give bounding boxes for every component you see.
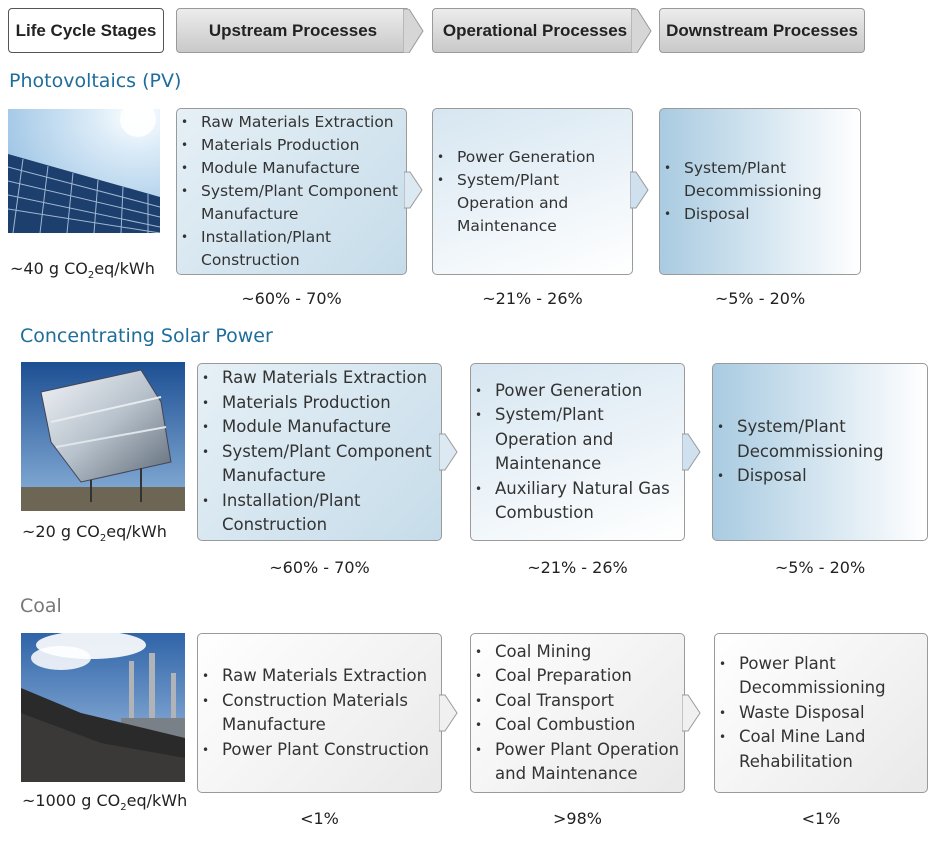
list-item: Module Manufacture: [181, 157, 406, 180]
list-item: Installation/Plant Construction: [181, 226, 406, 272]
csp-emissions: ~20 g CO2eq/kWh: [22, 522, 167, 545]
list-item: Power Plant Decommissioning: [719, 652, 927, 701]
list-item: Raw Materials Extraction: [202, 366, 441, 391]
pv-upstream-percent: ~60% - 70%: [241, 289, 342, 308]
list-item: Auxiliary Natural Gas Combustion: [475, 477, 684, 526]
pv-emissions: ~40 g CO2eq/kWh: [10, 259, 155, 282]
pv-solar-panel-image: [8, 109, 160, 233]
header-operational-processes: Operational Processes: [432, 8, 638, 53]
list-item: Materials Production: [202, 391, 441, 416]
csp-section-title: Concentrating Solar Power: [20, 325, 273, 347]
pv-downstream-percent: ~5% - 20%: [714, 289, 806, 308]
pv-section-title: Photovoltaics (PV): [9, 70, 182, 92]
pv-arrow-1-icon: [404, 171, 423, 209]
list-item: System/Plant Component Manufacture: [181, 180, 406, 226]
csp-operational-percent: ~21% - 26%: [527, 558, 628, 577]
pv-arrow-2-icon: [630, 171, 649, 209]
csp-downstream-box: System/Plant Decommissioning Disposal: [712, 363, 928, 541]
list-item: Power Generation: [437, 146, 632, 169]
csp-arrow-1-icon: [439, 433, 458, 471]
list-item: Coal Mine Land Rehabilitation: [719, 725, 927, 774]
csp-trough-image: [21, 362, 185, 511]
list-item: Coal Transport: [475, 689, 684, 714]
list-item: System/Plant Operation and Maintenance: [475, 403, 684, 477]
header-arrow-2-icon: [631, 9, 652, 53]
list-item: Coal Preparation: [475, 664, 684, 689]
coal-operational-percent: >98%: [553, 809, 602, 828]
csp-arrow-2-icon: [682, 433, 701, 471]
header-arrow-1-icon: [403, 9, 424, 53]
coal-plant-image: [21, 633, 185, 782]
header-life-cycle-stages: Life Cycle Stages: [8, 8, 164, 53]
list-item: Raw Materials Extraction: [202, 664, 441, 689]
coal-section-title: Coal: [20, 595, 62, 617]
list-item: Raw Materials Extraction: [181, 111, 406, 134]
list-item: Installation/Plant Construction: [202, 489, 441, 538]
list-item: Power Plant Construction: [202, 738, 441, 763]
csp-upstream-box: Raw Materials Extraction Materials Produ…: [197, 363, 442, 541]
csp-downstream-percent: ~5% - 20%: [774, 558, 866, 577]
list-item: Power Generation: [475, 379, 684, 404]
list-item: Disposal: [664, 203, 860, 226]
list-item: System/Plant Operation and Maintenance: [437, 169, 632, 238]
coal-upstream-percent: <1%: [300, 809, 339, 828]
list-item: Waste Disposal: [719, 701, 927, 726]
list-item: System/Plant Component Manufacture: [202, 440, 441, 489]
list-item: System/Plant Decommissioning: [717, 415, 927, 464]
list-item: Disposal: [717, 464, 927, 489]
list-item: Coal Combustion: [475, 713, 684, 738]
list-item: Materials Production: [181, 134, 406, 157]
coal-downstream-percent: <1%: [801, 809, 841, 828]
csp-upstream-percent: ~60% - 70%: [269, 558, 370, 577]
list-item: System/Plant Decommissioning: [664, 157, 860, 203]
list-item: Construction Materials Manufacture: [202, 689, 441, 738]
csp-operational-box: Power Generation System/Plant Operation …: [470, 363, 685, 541]
list-item: Power Plant Operation and Maintenance: [475, 738, 684, 787]
coal-arrow-2-icon: [682, 694, 701, 732]
coal-emissions: ~1000 g CO2eq/kWh: [22, 791, 188, 814]
pv-upstream-box: Raw Materials Extraction Materials Produ…: [176, 108, 407, 275]
pv-operational-box: Power Generation System/Plant Operation …: [432, 108, 633, 275]
pv-downstream-box: System/Plant Decommissioning Disposal: [659, 108, 861, 275]
header-downstream-processes: Downstream Processes: [659, 8, 865, 53]
list-item: Module Manufacture: [202, 415, 441, 440]
coal-operational-box: Coal Mining Coal Preparation Coal Transp…: [470, 633, 685, 793]
coal-downstream-box: Power Plant Decommissioning Waste Dispos…: [714, 633, 928, 793]
pv-operational-percent: ~21% - 26%: [482, 289, 583, 308]
coal-upstream-box: Raw Materials Extraction Construction Ma…: [197, 633, 442, 793]
list-item: Coal Mining: [475, 640, 684, 665]
header-upstream-processes: Upstream Processes: [176, 8, 410, 53]
coal-arrow-1-icon: [439, 694, 458, 732]
